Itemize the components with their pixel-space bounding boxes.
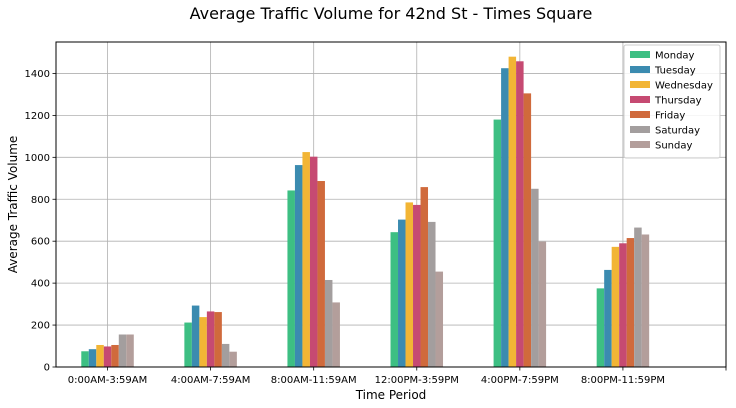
bar: [111, 344, 119, 367]
bar: [538, 241, 547, 367]
bar: [428, 221, 436, 367]
y-tick-label: 800: [31, 195, 50, 206]
bar: [294, 165, 303, 367]
y-tick-label: 1200: [25, 111, 50, 122]
legend-label: Friday: [655, 111, 685, 122]
legend-swatch: [630, 96, 650, 103]
y-axis-label: Average Traffic Volume: [6, 136, 20, 274]
bar: [184, 322, 192, 367]
bar: [405, 202, 414, 367]
bar: [229, 351, 237, 367]
bar: [398, 219, 406, 367]
bar: [302, 152, 310, 367]
x-tick-label: 8:00PM-11:59PM: [581, 375, 665, 386]
x-tick-label: 12:00PM-3:59PM: [375, 375, 459, 386]
y-tick-label: 1400: [25, 69, 50, 80]
bar: [596, 288, 605, 367]
legend-swatch: [630, 81, 650, 88]
bar: [191, 305, 200, 367]
legend-swatch: [630, 66, 650, 73]
plot-frame: [55, 41, 727, 368]
bar: [214, 312, 222, 367]
bar: [531, 188, 539, 367]
y-tick-label: 400: [31, 279, 50, 290]
legend-label: Thursday: [654, 96, 702, 107]
bar: [390, 232, 399, 367]
axis-ticks: 0 200 400 600 800 1000 1200 1400 0:00AM-3:59AM 4:…: [25, 69, 727, 386]
legend-swatch: [630, 111, 650, 118]
y-tick-label: 0: [44, 363, 50, 374]
bar: [420, 187, 429, 367]
bar: [604, 269, 612, 367]
bar: [508, 56, 517, 367]
bar: [287, 190, 295, 367]
bar: [206, 311, 215, 367]
legend-swatch: [630, 51, 650, 58]
bar: [88, 349, 97, 367]
bar: [413, 204, 421, 367]
bar: [435, 271, 444, 367]
bar: [96, 344, 104, 367]
y-tick-label: 1000: [25, 153, 50, 164]
bar: [309, 156, 318, 367]
bar: [221, 343, 230, 367]
chart-title: Average Traffic Volume for 42nd St - Tim…: [189, 4, 593, 23]
legend-swatch: [630, 141, 650, 148]
x-tick-label: 4:00PM-7:59PM: [481, 375, 559, 386]
bar: [332, 302, 340, 367]
bar: [619, 243, 627, 367]
x-tick-label: 4:00AM-7:59AM: [171, 375, 250, 386]
legend-swatch: [630, 126, 650, 133]
legend-label: Tuesday: [654, 66, 696, 77]
bars: [81, 56, 650, 368]
bar: [103, 346, 112, 367]
x-tick-label: 0:00AM-3:59AM: [68, 375, 147, 386]
legend-label: Sunday: [655, 141, 692, 152]
legend-label: Saturday: [655, 126, 700, 137]
bar: [493, 119, 502, 367]
bar: [118, 334, 127, 367]
bar: [126, 334, 134, 367]
bar: [634, 227, 642, 367]
bar: [641, 234, 650, 367]
legend-label: Monday: [655, 51, 695, 62]
bar: [501, 68, 509, 367]
bar: [523, 93, 532, 367]
x-tick-label: 8:00AM-11:59AM: [271, 375, 357, 386]
y-tick-label: 600: [31, 237, 50, 248]
bar: [199, 317, 207, 367]
legend-label: Wednesday: [655, 81, 713, 92]
bar: [611, 246, 620, 367]
bar: [317, 181, 325, 367]
bar: [516, 61, 524, 368]
y-tick-label: 200: [31, 321, 50, 332]
bar: [626, 238, 635, 367]
bar: [81, 351, 89, 367]
x-axis-label: Time Period: [355, 388, 427, 402]
bar: [324, 279, 333, 367]
legend: Monday Tuesday Wednesday Thursday Friday Satu…: [623, 44, 721, 159]
